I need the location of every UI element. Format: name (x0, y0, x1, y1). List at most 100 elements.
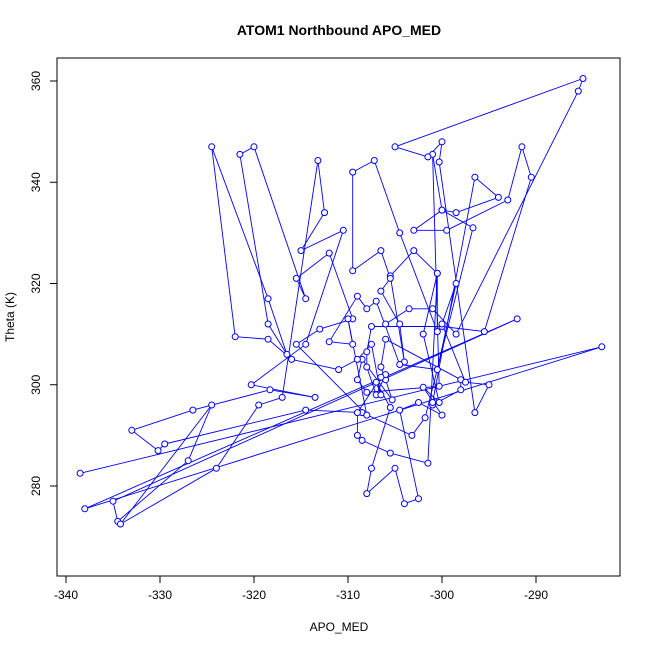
series-segment (432, 154, 443, 211)
series-segment (352, 160, 375, 173)
series-segment (258, 396, 283, 406)
data-point (349, 340, 357, 348)
series-segment (413, 209, 443, 231)
data-point (247, 381, 255, 389)
series-segment (422, 273, 438, 335)
series-segment (361, 439, 391, 454)
data-point (189, 406, 197, 414)
series-segment (380, 290, 401, 325)
y-axis-label: Theta (K) (3, 292, 17, 342)
data-point (405, 305, 413, 313)
series-segment (250, 343, 306, 386)
data-point (377, 391, 385, 399)
chart-title: ATOM1 Northbound APO_MED (237, 22, 441, 38)
data-point (208, 401, 216, 409)
data-point (349, 168, 357, 176)
data-point (325, 338, 333, 346)
data-point (368, 323, 375, 330)
series-segment (422, 386, 440, 403)
y-tick-label: 280 (29, 476, 43, 496)
data-point (382, 320, 390, 328)
data-point (368, 464, 375, 472)
data-point (424, 459, 432, 467)
x-tick-label: -330 (148, 588, 172, 602)
series-segment (441, 323, 466, 383)
data-point (231, 333, 239, 341)
series-segment (267, 298, 288, 355)
y-tick-label: 340 (29, 172, 43, 192)
series-segment (385, 338, 462, 381)
series-segment (131, 409, 194, 431)
series-segment (427, 273, 438, 464)
data-point (438, 138, 446, 146)
series-segment (483, 177, 532, 332)
data-point (76, 469, 84, 477)
data-point (264, 335, 272, 343)
series-segment (216, 404, 260, 469)
series-segment (389, 250, 415, 277)
data-point (452, 280, 460, 287)
data-point (457, 386, 465, 394)
data-point (266, 386, 274, 394)
series-segment (438, 161, 476, 413)
series-segment (424, 227, 474, 418)
data-point (264, 295, 272, 303)
data-point (433, 328, 441, 336)
series-segment (371, 344, 382, 395)
data-point (377, 247, 385, 255)
data-point (353, 376, 361, 384)
data-point (527, 173, 535, 181)
data-point (353, 292, 361, 300)
data-point (469, 224, 477, 232)
x-tick-label: -290 (524, 588, 548, 602)
data-point (363, 348, 371, 356)
series-layer (76, 75, 606, 528)
x-tick-label: -300 (430, 588, 454, 602)
y-tick-label: 320 (29, 273, 43, 293)
data-point (335, 366, 343, 374)
data-point (513, 315, 521, 323)
series-segment (239, 154, 269, 325)
series-segment (328, 295, 358, 342)
x-tick-label: -340 (54, 588, 78, 602)
data-point (438, 320, 446, 328)
series-segment (366, 467, 396, 494)
series-segment (455, 90, 579, 335)
data-point (598, 343, 606, 351)
data-point (311, 393, 319, 401)
data-point (396, 320, 404, 328)
data-point (154, 447, 162, 455)
data-point (236, 150, 244, 158)
series-segment (422, 333, 440, 403)
series-segment (418, 402, 443, 416)
series-segment (399, 364, 438, 371)
data-point (349, 267, 357, 275)
data-point (480, 328, 488, 336)
data-point (435, 382, 443, 390)
data-point (400, 500, 408, 508)
data-point (377, 287, 385, 295)
series-segment (317, 160, 325, 213)
series-segment (394, 78, 584, 148)
plot-frame (56, 57, 621, 577)
data-point (396, 406, 404, 414)
data-point (421, 414, 429, 422)
series-segment (385, 308, 410, 325)
data-point (370, 157, 378, 164)
data-point (419, 330, 427, 338)
data-point (433, 269, 441, 277)
data-point (302, 340, 310, 348)
data-point (382, 335, 390, 343)
data-point (161, 440, 169, 448)
series-segment (79, 346, 602, 474)
series-segment (474, 176, 499, 198)
data-point (435, 158, 443, 166)
series-segment (394, 468, 405, 504)
data-point (438, 411, 446, 419)
series-segment (366, 326, 372, 352)
data-point (325, 249, 333, 257)
data-point (443, 226, 451, 234)
series-segment (436, 283, 457, 370)
data-point (264, 320, 272, 328)
series-segment (380, 339, 387, 368)
